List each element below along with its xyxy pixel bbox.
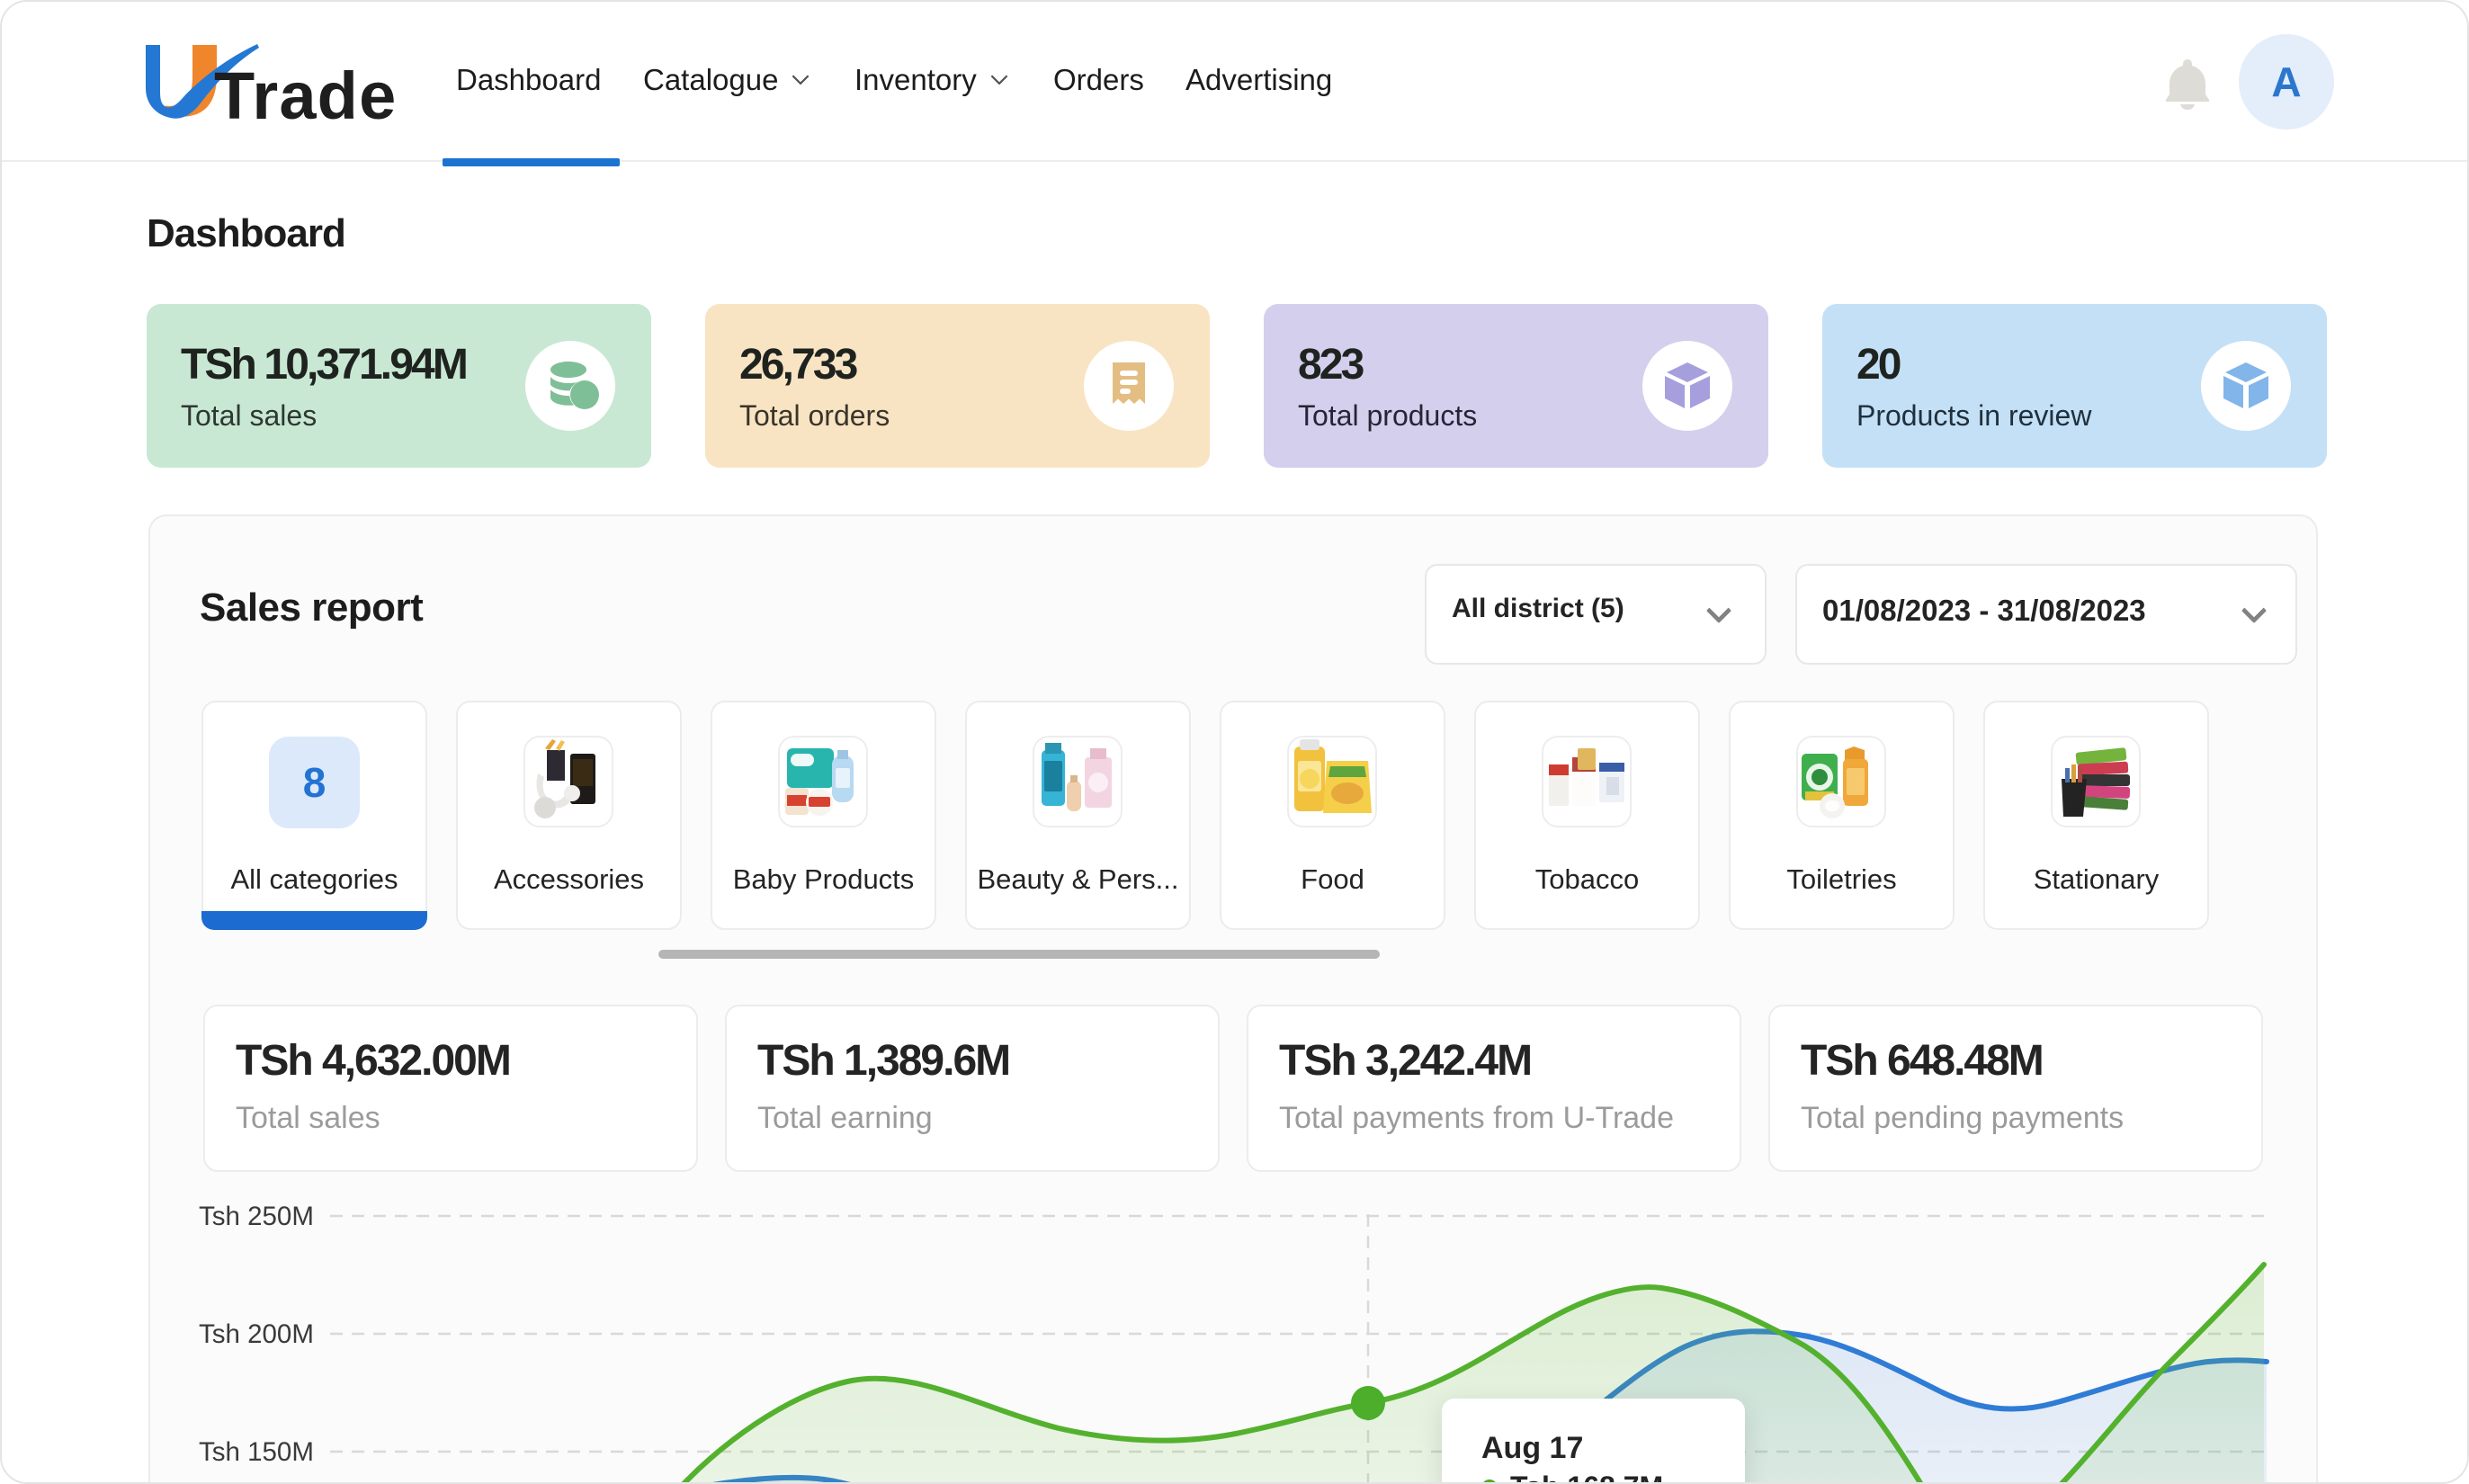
svg-text:Tsh 200M: Tsh 200M [199,1319,314,1349]
svg-text:Tsh 250M: Tsh 250M [199,1202,314,1231]
svg-text:Tsh 150M: Tsh 150M [199,1437,314,1467]
